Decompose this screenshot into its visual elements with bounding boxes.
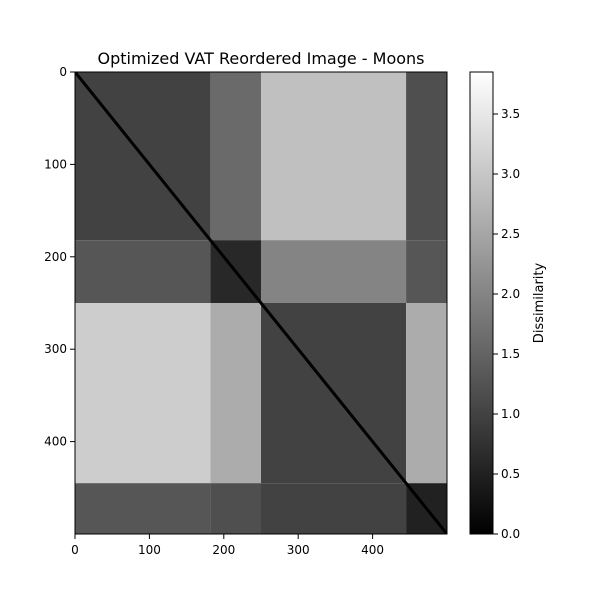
x-tick-label: 200 — [212, 543, 235, 557]
heatmap-block — [75, 240, 211, 303]
x-axis: 0 100 200 300 400 — [71, 534, 384, 557]
colorbar-tick-label: 0.5 — [501, 467, 520, 481]
y-tick-label: 200 — [44, 250, 67, 264]
plot-frame — [74, 71, 448, 535]
colorbar-tick-label: 2.5 — [501, 227, 520, 241]
y-tick-label: 100 — [44, 157, 67, 171]
colorbar — [469, 71, 494, 535]
heatmap-block — [406, 240, 447, 303]
y-tick-label: 400 — [44, 435, 67, 449]
chart-title: Optimized VAT Reordered Image - Moons — [97, 49, 424, 68]
y-tick-label: 0 — [59, 65, 67, 79]
heatmap-block — [261, 483, 407, 534]
x-tick-label: 100 — [138, 543, 161, 557]
heatmap-block — [406, 303, 447, 484]
heatmap-block — [261, 240, 407, 303]
colorbar-tick-label: 1.5 — [501, 347, 520, 361]
heatmap-block — [75, 483, 211, 534]
heatmap-block — [210, 483, 261, 534]
y-axis: 0 100 200 300 400 — [44, 65, 75, 449]
heatmap-block — [75, 303, 211, 484]
x-tick-label: 300 — [287, 543, 310, 557]
x-tick-label: 0 — [71, 543, 79, 557]
y-tick-label: 300 — [44, 342, 67, 356]
colorbar-tick-label: 2.0 — [501, 287, 520, 301]
diagonal — [75, 72, 447, 534]
colorbar-axis: 0.0 0.5 1.0 1.5 2.0 2.5 3.0 3.5 — [493, 107, 520, 541]
x-tick-label: 400 — [361, 543, 384, 557]
colorbar-tick-label: 3.0 — [501, 167, 520, 181]
heatmap-area — [75, 72, 447, 534]
colorbar-tick-label: 0.0 — [501, 527, 520, 541]
heatmap-block — [210, 303, 261, 484]
colorbar-tick-label: 3.5 — [501, 107, 520, 121]
heatmap-block — [406, 72, 447, 241]
colorbar-label: Dissimilarity — [532, 263, 547, 344]
heatmap-block — [261, 72, 407, 241]
colorbar-tick-label: 1.0 — [501, 407, 520, 421]
heatmap-block — [210, 72, 261, 241]
